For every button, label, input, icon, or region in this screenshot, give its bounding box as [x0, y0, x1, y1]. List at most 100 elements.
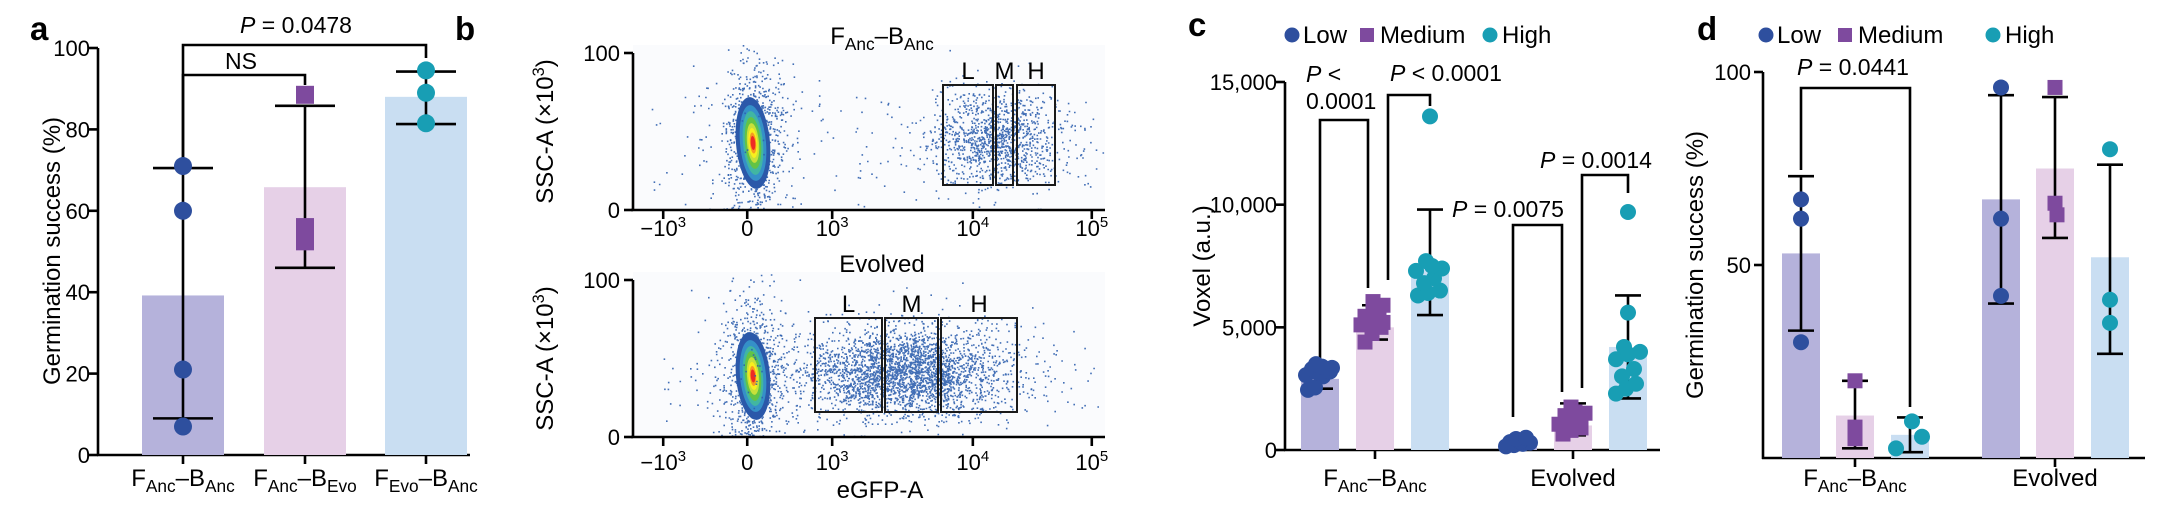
data-point	[417, 61, 435, 80]
data-point	[1308, 356, 1324, 373]
significance-bracket	[1318, 118, 1370, 370]
flow-subplot-1: 100 0 −103 0 103 104 105 SSC-A (×103) Evolved L M H	[530, 251, 1108, 475]
panel-c: c 0 5,000 10,000 15,000 Voxel (a.u.) P <0.0001…	[1188, 6, 1660, 496]
data-point	[174, 360, 192, 379]
significance-bracket	[1511, 223, 1564, 417]
y-tick-label: 100	[1714, 60, 1751, 85]
data-point	[1888, 440, 1904, 457]
plot-background	[633, 272, 1105, 437]
y-tick-label: 0	[608, 425, 620, 450]
x-tick-label: 0	[741, 216, 753, 241]
y-tick-label: 100	[583, 41, 620, 66]
category-label: Evolved	[2012, 465, 2097, 492]
y-axis-label: SSC-A (×103)	[530, 286, 559, 430]
gate-label: L	[961, 58, 974, 85]
data-point	[1993, 210, 2009, 227]
y-tick-label: 60	[66, 199, 90, 224]
data-point	[1432, 282, 1448, 299]
density-core	[750, 136, 756, 150]
category-label: FEvo–BAnc	[374, 465, 478, 496]
y-tick-label: 0	[78, 443, 90, 468]
p-value-label: P <	[1306, 61, 1341, 87]
data-point	[1904, 413, 1920, 430]
p-value-label: P = 0.0075	[1452, 196, 1564, 222]
data-point	[2102, 141, 2118, 158]
data-point	[1620, 304, 1636, 321]
data-point	[174, 417, 192, 436]
data-point	[1614, 368, 1630, 385]
data-point	[296, 232, 314, 251]
x-axis-label: eGFP-A	[837, 477, 924, 504]
x-tick-label: −103	[640, 214, 686, 241]
significance-bracket	[1386, 93, 1432, 280]
panel-d: d 50 100 Germination success (%) P = 0.0441 F…	[1682, 10, 2145, 496]
y-tick-label: 50	[1727, 253, 1751, 278]
data-point	[1616, 338, 1632, 355]
data-point	[2049, 207, 2065, 223]
y-tick-label: 0	[1265, 438, 1277, 463]
category-label: FAnc–BAnc	[1323, 465, 1427, 496]
data-point	[2047, 79, 2063, 95]
data-point	[1620, 204, 1636, 221]
plot-background	[633, 45, 1105, 210]
y-tick-label: 100	[53, 36, 90, 61]
p-value-label: P = 0.0014	[1540, 147, 1652, 173]
data-point	[2102, 291, 2118, 308]
data-point	[174, 201, 192, 220]
legend-label-high: High	[1502, 22, 1551, 49]
data-point	[1793, 334, 1809, 351]
legend-marker-medium-icon	[1838, 28, 1852, 42]
x-tick-label: 104	[956, 448, 989, 475]
data-point	[1847, 431, 1863, 447]
density-layer	[651, 45, 1105, 210]
y-tick-label: 100	[583, 268, 620, 293]
panel-letter-d: d	[1697, 10, 1717, 47]
data-point	[1847, 373, 1863, 389]
data-point	[2102, 314, 2118, 331]
panel-letter-c: c	[1188, 6, 1206, 43]
p-value-label: P = 0.0478	[240, 12, 352, 38]
x-tick-label: 103	[816, 448, 849, 475]
y-axis-label: SSC-A (×103)	[530, 59, 559, 203]
gate-box-h	[940, 317, 1018, 413]
data-point	[1793, 210, 1809, 227]
legend-marker-low-icon	[1284, 27, 1300, 43]
x-tick-label: 105	[1075, 448, 1108, 475]
panel-b: b 100 0 −103 0 103 104 105 SSC-A (×103) FAnc–BAnc…	[455, 10, 1108, 504]
gate-box-l	[814, 317, 883, 413]
data-point	[296, 85, 314, 104]
data-point	[1628, 375, 1644, 392]
data-point	[417, 114, 435, 133]
x-tick-label: 0	[741, 450, 753, 475]
y-axis-label: Germination success (%)	[39, 117, 66, 385]
data-point	[1422, 108, 1438, 125]
flow-subplot-0: 100 0 −103 0 103 104 105 SSC-A (×103) FAnc–BAnc L…	[530, 23, 1108, 241]
panel-a: a 0 20 40 60 80 100 Germination success (%) P = …	[30, 10, 478, 496]
data-point	[1632, 343, 1648, 360]
x-tick-label: 105	[1075, 214, 1108, 241]
data-point	[1408, 262, 1424, 279]
p-value-label: P < 0.0001	[1390, 60, 1502, 86]
y-tick-label: 10,000	[1210, 193, 1277, 218]
legend-label-low: Low	[1777, 22, 1822, 49]
category-label: FAnc–BAnc	[131, 465, 235, 496]
x-tick-label: 103	[816, 214, 849, 241]
p-value-label: NS	[225, 48, 257, 74]
legend-marker-medium-icon	[1360, 28, 1374, 42]
scatter-dots	[666, 274, 821, 437]
data-point	[1847, 419, 1863, 435]
data-point	[1993, 287, 2009, 304]
y-tick-label: 80	[66, 117, 90, 142]
legend-marker-low-icon	[1758, 27, 1774, 43]
legend-label-high: High	[2005, 22, 2054, 49]
data-point	[1418, 253, 1434, 270]
data-point	[1993, 79, 2009, 96]
data-point	[1626, 361, 1642, 378]
category-label: FAnc–BAnc	[1803, 465, 1907, 496]
panel-letter-b: b	[455, 10, 475, 47]
y-axis-label: Voxel (a.u.)	[1189, 205, 1216, 326]
gate-label: M	[902, 291, 922, 318]
gate-box-h	[1016, 84, 1056, 186]
